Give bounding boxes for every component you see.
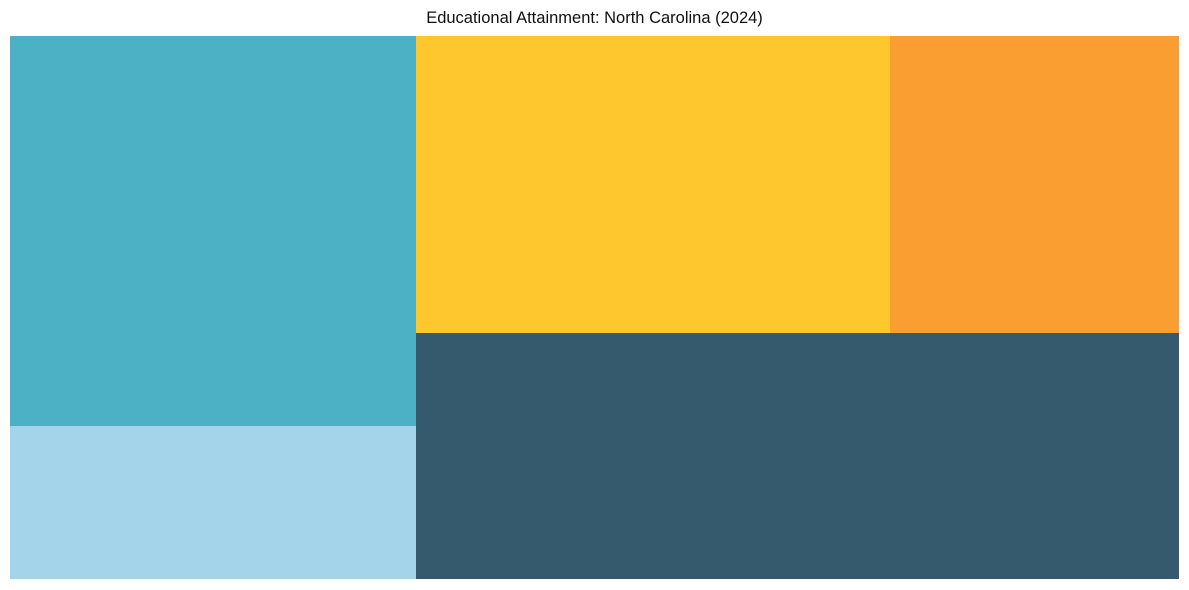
chart-title: Educational Attainment: North Carolina (… xyxy=(426,9,763,27)
treemap xyxy=(10,36,1179,579)
treemap-tile-4[interactable] xyxy=(890,36,1179,333)
treemap-tile-2[interactable] xyxy=(10,426,416,579)
treemap-tile-1[interactable] xyxy=(10,36,416,426)
treemap-tile-3[interactable] xyxy=(416,36,890,333)
treemap-tile-5[interactable] xyxy=(416,333,1179,579)
